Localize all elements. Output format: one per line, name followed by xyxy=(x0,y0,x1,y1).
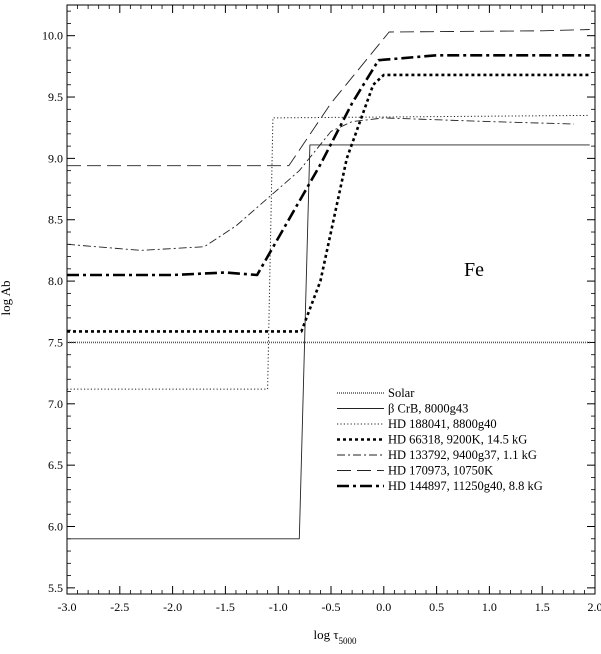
legend-label-2: β CrB, 8000g43 xyxy=(388,402,468,416)
x-tick-label: 1.5 xyxy=(535,600,550,614)
y-tick-label: 8.5 xyxy=(48,213,63,227)
x-tick-label: -2.5 xyxy=(110,600,129,614)
plot-frame xyxy=(67,5,595,594)
ticks-layer: -3.0 -2.5 -2.0 -1.5 -1.0 -0.5 0.0 0.5 1.0 1.5 2.0 5… xyxy=(42,5,601,614)
y-tick-label: 5.5 xyxy=(48,581,63,595)
x-axis-label-main: log τ xyxy=(313,627,338,642)
y-tick-label: 6.0 xyxy=(48,520,63,534)
legend-label-5: HD 133792, 9400g37, 1.1 kG xyxy=(388,448,537,462)
x-tick-label: -2.0 xyxy=(163,600,182,614)
legend-label-3: HD 188041, 8800g40 xyxy=(388,417,497,431)
x-axis-label: log τ5000 xyxy=(313,627,357,646)
y-tick-label: 9.5 xyxy=(48,90,63,104)
x-tick-label: -1.0 xyxy=(269,600,288,614)
x-tick-label: -0.5 xyxy=(322,600,341,614)
y-tick-label: 10.0 xyxy=(42,29,63,43)
x-tick-label: 2.0 xyxy=(588,600,601,614)
y-tick-label: 7.5 xyxy=(48,335,63,349)
series-line-4 xyxy=(67,75,590,332)
series-layer xyxy=(67,30,590,539)
x-axis-label-subscript: 5000 xyxy=(339,636,358,646)
y-tick-label: 8.0 xyxy=(48,274,63,288)
x-tick-label: -3.0 xyxy=(58,600,77,614)
series-line-3 xyxy=(67,115,590,389)
x-tick-label: 0.0 xyxy=(376,600,391,614)
series-line-5 xyxy=(67,118,574,251)
y-tick-label: 6.5 xyxy=(48,458,63,472)
series-line-7 xyxy=(67,55,590,275)
x-tick-label: 0.5 xyxy=(429,600,444,614)
legend-label-7: HD 144897, 11250g40, 8.8 kG xyxy=(388,479,543,493)
x-tick-label: 1.0 xyxy=(482,600,497,614)
legend-label-1: Solar xyxy=(388,386,415,400)
y-tick-label: 9.0 xyxy=(48,151,63,165)
x-tick-label: -1.5 xyxy=(216,600,235,614)
y-axis-label: log Ab xyxy=(0,280,13,315)
legend-label-6: HD 170973, 10750K xyxy=(388,464,493,478)
element-label: Fe xyxy=(464,259,484,281)
legend-label-4: HD 66318, 9200K, 14.5 kG xyxy=(388,433,527,447)
y-tick-label: 7.0 xyxy=(48,397,63,411)
